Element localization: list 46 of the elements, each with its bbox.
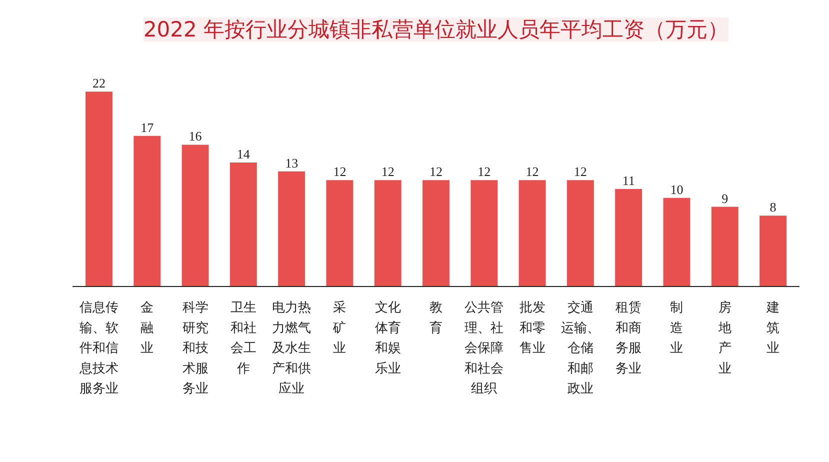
data-label: 17	[140, 120, 154, 135]
bar	[422, 180, 450, 286]
bar	[374, 180, 402, 286]
x-tick-label: 建筑业	[766, 300, 780, 356]
x-tick-label: 科学研究和技术服务业	[182, 300, 208, 396]
bar	[615, 189, 642, 286]
data-label: 8	[770, 200, 776, 215]
x-tick-label: 金融业	[140, 300, 154, 356]
bar	[326, 180, 354, 286]
bar	[470, 180, 498, 286]
data-label: 13	[285, 155, 298, 170]
x-tick-label: 卫生和社会工作	[230, 300, 256, 376]
data-label: 12	[333, 164, 346, 180]
x-tick-label: 租赁和商务服务业	[616, 300, 642, 376]
chart-title: 2022 年按行业分城镇非私营单位就业人员年平均工资（万元）	[143, 18, 729, 42]
bar	[182, 144, 209, 286]
x-tick-label: 公共管理、社会保障和社会组织	[464, 300, 504, 396]
data-label: 11	[622, 173, 635, 188]
data-label: 10	[670, 182, 684, 197]
x-tick-label: 电力热力燃气及水生产和供应业	[272, 300, 312, 396]
data-label: 12	[478, 164, 491, 180]
x-tick-label: 信息传输、软件和信息技术服务业	[78, 300, 118, 396]
data-label: 14	[236, 146, 250, 162]
bar	[518, 180, 546, 286]
data-label: 12	[430, 164, 442, 180]
data-label: 12	[381, 164, 394, 180]
bar	[278, 171, 306, 286]
bar	[663, 198, 690, 286]
x-tick-label: 房地产业	[717, 300, 732, 376]
data-label: 12	[574, 164, 587, 180]
x-tick-label: 制造业	[670, 300, 684, 356]
bar	[760, 216, 786, 286]
data-label: 9	[722, 190, 728, 206]
x-tick-label: 文化体育和娱乐业	[374, 300, 401, 376]
x-tick-label: 采矿业	[332, 300, 346, 356]
data-label: 12	[526, 164, 539, 180]
data-label: 22	[92, 76, 106, 91]
bar	[134, 136, 161, 286]
bar	[566, 180, 594, 286]
x-tick-label: 批发和零售业	[519, 300, 546, 356]
bar	[230, 162, 257, 286]
x-tick-label: 教育	[430, 300, 442, 336]
data-label: 16	[188, 128, 202, 144]
bar	[711, 206, 738, 286]
x-tick-label: 交通运输、仓储和邮政业	[560, 300, 600, 396]
bar	[86, 92, 112, 286]
